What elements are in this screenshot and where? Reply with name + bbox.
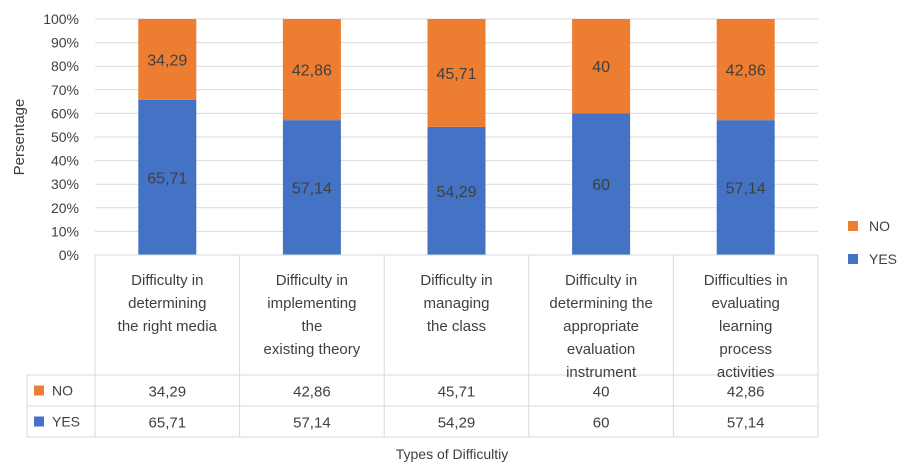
y-tick-label: 20% [51,200,79,216]
table-cell: 57,14 [293,415,331,432]
category-label-line: appropriate [563,318,639,335]
category-label-line: Difficulties in [704,272,788,289]
table-cell: 40 [593,384,610,401]
bar-yes [138,99,197,255]
data-label-no: 40 [592,59,610,76]
data-label-no: 42,86 [726,63,766,80]
table-cell: 45,71 [438,384,476,401]
table-legend-key-no [34,385,44,396]
y-axis-ticks: 0% 10% 20% 30% 40% 50% 60% 70% 80% 90% 100% [43,11,79,263]
category-label-line: learning [719,318,772,335]
data-label-yes: 60 [592,177,610,194]
data-label-yes: 57,14 [726,181,766,198]
table-cell: 42,86 [293,384,331,401]
table-row-label: NO [52,383,73,399]
data-label-no: 42,86 [292,63,332,80]
category-label-line: the class [427,318,486,335]
y-tick-label: 30% [51,176,79,192]
category-label-line: determining [128,295,206,312]
table-legend-key-yes [34,416,44,427]
category-label-line: process [719,341,772,358]
category-label-line: evaluating [712,295,780,312]
bar-yes [716,120,775,255]
table-row-label: YES [52,414,80,430]
y-tick-label: 80% [51,58,79,74]
category-label-line: the [301,318,322,335]
category-label-line: activities [717,364,775,381]
table-cell: 34,29 [149,384,187,401]
category-label: Difficulties in evaluating learning process… [704,272,788,381]
y-tick-label: 40% [51,153,79,169]
bar-yes [282,120,341,255]
table-cell: 54,29 [438,415,476,432]
table-cell: 60 [593,415,610,432]
bar-yes [427,126,486,255]
bar-yes [572,113,631,256]
bar-no [572,19,631,114]
category-label-line: Difficulty in [276,272,348,289]
category-label-line: Difficulty in [420,272,492,289]
data-label-yes: 54,29 [436,184,476,201]
bar-no [282,19,341,121]
data-label-no: 34,29 [147,52,187,69]
category-label-line: instrument [566,364,637,381]
bar-no [138,19,197,100]
legend-key-no [848,221,858,231]
data-label-yes: 57,14 [292,181,332,198]
bar-no [716,19,775,121]
y-tick-label: 90% [51,35,79,51]
table-cell: 65,71 [149,415,187,432]
legend-key-yes [848,254,858,264]
legend-label: NO [869,218,890,234]
y-tick-label: 0% [59,247,79,263]
category-label-line: the right media [118,318,218,335]
category-label-line: managing [424,295,490,312]
category-label-line: Difficulty in [565,272,637,289]
category-label-line: evaluation [567,341,635,358]
y-axis-label: Persentage [11,99,28,176]
table-cell: 57,14 [727,415,765,432]
category-label-line: Difficulty in [131,272,203,289]
data-table: Difficulty in determining the right mediaD… [26,254,819,438]
legend: NO YES [848,218,897,267]
y-tick-label: 100% [43,11,79,27]
category-label-line: determining the [549,295,652,312]
y-tick-label: 10% [51,223,79,239]
bars: 65,71 34,29 57,14 42,86 54,29 45,71 60 40 57,14 4… [138,19,775,256]
bar-no [427,19,486,127]
data-label-no: 45,71 [436,66,476,83]
data-label-yes: 65,71 [147,170,187,187]
x-axis-label: Types of Difficultiy [396,446,509,462]
category-label: Difficulty in determining the appropriate e… [549,272,652,381]
category-label: Difficulty in determining the right media [118,272,218,335]
y-tick-label: 70% [51,82,79,98]
category-label-line: existing theory [264,341,361,358]
category-label-line: implementing [267,295,356,312]
category-label: Difficulty in managing the class [420,272,492,335]
table-cell: 42,86 [727,384,765,401]
legend-label: YES [869,251,897,267]
category-label: Difficulty in implementing the existing the… [264,272,361,358]
y-tick-label: 60% [51,105,79,121]
y-tick-label: 50% [51,129,79,145]
